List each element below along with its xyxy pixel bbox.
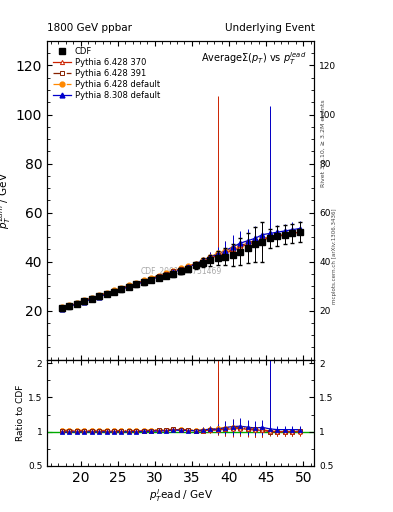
Legend: CDF, Pythia 6.428 370, Pythia 6.428 391, Pythia 6.428 default, Pythia 8.308 defa: CDF, Pythia 6.428 370, Pythia 6.428 391,…: [51, 45, 162, 102]
Text: Rivet 3.1.10, ≥ 3.2M events: Rivet 3.1.10, ≥ 3.2M events: [320, 99, 325, 187]
Text: Underlying Event: Underlying Event: [224, 23, 314, 33]
Y-axis label: $p_T^{\Sigma um}$ / GeV: $p_T^{\Sigma um}$ / GeV: [0, 172, 13, 229]
Text: mcplots.cern.ch [arXiv:1306.3436]: mcplots.cern.ch [arXiv:1306.3436]: [332, 208, 337, 304]
X-axis label: $p_T^{l}$ead / GeV: $p_T^{l}$ead / GeV: [149, 487, 213, 504]
Text: CDF_2001_S4751469: CDF_2001_S4751469: [140, 266, 221, 275]
Y-axis label: Ratio to CDF: Ratio to CDF: [16, 385, 25, 441]
Text: Average$\Sigma$($p_T$) vs $p_T^{lead}$: Average$\Sigma$($p_T$) vs $p_T^{lead}$: [201, 51, 307, 67]
Text: 1800 GeV ppbar: 1800 GeV ppbar: [47, 23, 132, 33]
